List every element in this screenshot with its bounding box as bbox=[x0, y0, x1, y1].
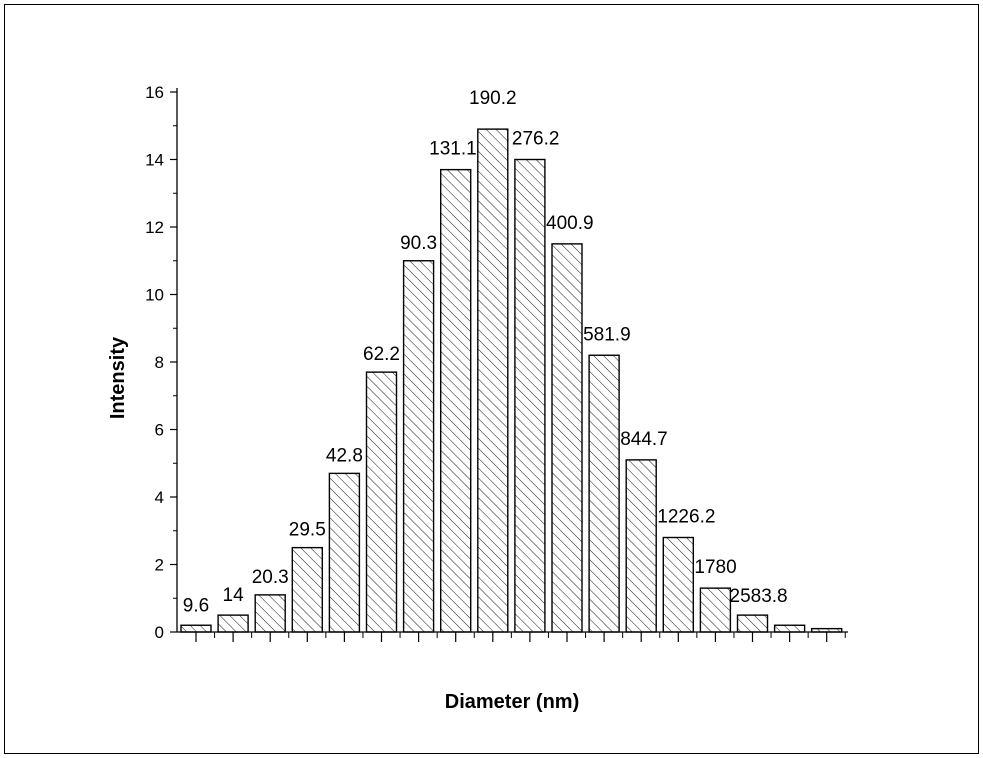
bar bbox=[328, 472, 361, 633]
y-tick-label: 6 bbox=[155, 421, 164, 440]
data-label: 14 bbox=[223, 585, 245, 606]
data-label: 62.2 bbox=[363, 344, 400, 365]
data-label: 1780 bbox=[694, 557, 736, 578]
bars-layer bbox=[180, 128, 843, 633]
data-label: 844.7 bbox=[620, 429, 668, 450]
data-label: 90.3 bbox=[400, 233, 437, 254]
bar bbox=[477, 128, 509, 633]
bar bbox=[402, 260, 435, 633]
data-label: 9.6 bbox=[183, 595, 209, 616]
data-label: 1226.2 bbox=[657, 507, 715, 528]
y-tick-label: 16 bbox=[145, 83, 164, 102]
bar bbox=[625, 459, 657, 633]
y-tick-label: 8 bbox=[155, 353, 164, 372]
y-tick-label: 14 bbox=[145, 151, 164, 170]
bar bbox=[662, 536, 694, 633]
bar bbox=[736, 614, 769, 633]
y-tick-label: 12 bbox=[145, 218, 164, 237]
y-tick-label: 0 bbox=[155, 623, 164, 642]
bar bbox=[217, 614, 249, 633]
data-label: 29.5 bbox=[289, 520, 326, 541]
data-label: 400.9 bbox=[546, 213, 594, 234]
data-label: 20.3 bbox=[252, 567, 289, 588]
bar bbox=[291, 546, 323, 633]
data-label: 2583.8 bbox=[730, 586, 788, 607]
bar bbox=[773, 624, 806, 633]
bar bbox=[588, 354, 620, 633]
y-tick-label: 2 bbox=[155, 556, 164, 575]
axes-layer: 0 2 4 6 8 10 12 14 16 bbox=[145, 83, 848, 642]
y-axis-title: Intensity bbox=[107, 336, 129, 419]
bar bbox=[551, 243, 583, 633]
bar bbox=[180, 624, 212, 633]
bar bbox=[365, 371, 398, 633]
bar bbox=[254, 594, 286, 633]
data-label: 190.2 bbox=[469, 88, 517, 109]
bar bbox=[699, 587, 732, 633]
data-labels-layer: 9.6 14 20.3 29.5 42.8 62.2 90.3 131.1 190.2 276.2… bbox=[183, 88, 788, 616]
bar bbox=[514, 158, 546, 633]
data-label: 131.1 bbox=[429, 139, 477, 160]
x-axis-title: Diameter (nm) bbox=[445, 691, 579, 713]
data-label: 42.8 bbox=[326, 445, 363, 466]
bar bbox=[440, 168, 472, 633]
data-label: 276.2 bbox=[512, 129, 560, 150]
data-label: 581.9 bbox=[583, 324, 631, 345]
y-tick-label: 4 bbox=[155, 488, 164, 507]
y-tick-label: 10 bbox=[145, 286, 164, 305]
